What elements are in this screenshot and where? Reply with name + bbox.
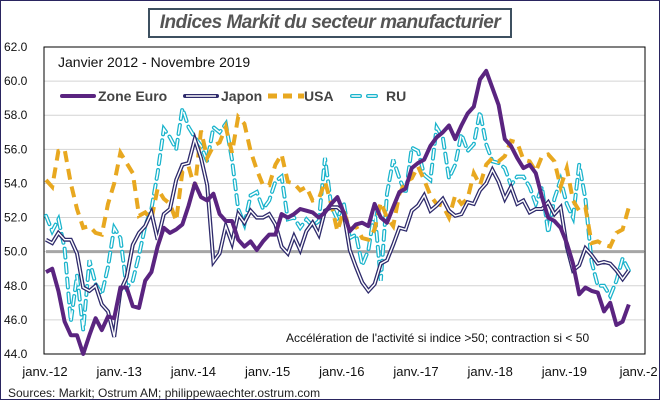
series-ru	[44, 107, 631, 331]
series-zone-euro	[45, 68, 631, 356]
x-tick-label: janv.-17	[392, 364, 438, 379]
legend-item-japon: Japon	[183, 88, 262, 104]
series-line-inner	[45, 108, 630, 331]
plot-area	[43, 46, 646, 355]
y-tick-label: 60.0	[4, 74, 28, 88]
legend-label: Japon	[221, 88, 262, 104]
legend-item-ru: RU	[350, 88, 406, 104]
legend-label: USA	[304, 88, 334, 104]
y-tick-label: 56.0	[4, 142, 28, 156]
x-tick-label: janv.-12	[21, 364, 67, 379]
x-tick-label: janv.-16	[318, 364, 364, 379]
y-tick-label: 44.0	[4, 347, 28, 361]
x-tick-label: janv.-19	[541, 364, 587, 379]
legend-item-usa: USA	[268, 88, 334, 104]
y-tick-label: 62.0	[4, 40, 28, 54]
x-tick-label: janv.-2	[619, 364, 658, 379]
x-tick-label: janv.-18	[467, 364, 513, 379]
legend-item-zone-euro: Zone Euro	[60, 88, 167, 104]
legend-label: Zone Euro	[98, 88, 167, 104]
series-usa	[44, 112, 631, 250]
y-tick-label: 58.0	[4, 108, 28, 122]
series-line	[45, 68, 631, 356]
chart-subtitle: Janvier 2012 - Novembre 2019	[58, 54, 250, 70]
y-tick-label: 50.0	[4, 245, 28, 259]
series-japon	[45, 132, 631, 338]
series-line-inner	[45, 136, 630, 338]
chart-source: Sources: Markit; Ostrum AM; philippewaec…	[8, 386, 321, 400]
y-tick-label: 52.0	[4, 211, 28, 225]
y-tick-label: 46.0	[4, 313, 28, 327]
chart-title: Indices Markit du secteur manufacturier	[148, 8, 512, 38]
x-tick-label: janv.-13	[96, 364, 142, 379]
series-line	[44, 112, 631, 250]
y-tick-label: 48.0	[4, 279, 28, 293]
chart-annotation: Accélération de l'activité si indice >50…	[286, 331, 589, 345]
x-tick-label: janv.-14	[170, 364, 216, 379]
legend-label: RU	[386, 88, 406, 104]
x-tick-label: janv.-15	[244, 364, 290, 379]
y-tick-label: 54.0	[4, 176, 28, 190]
